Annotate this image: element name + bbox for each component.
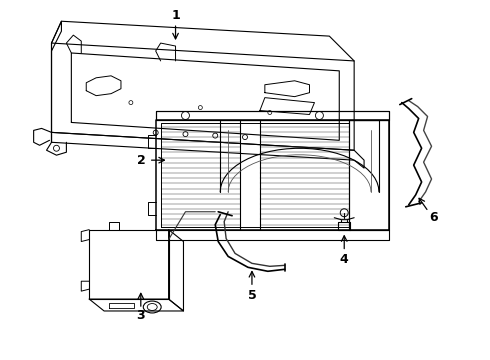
Text: 6: 6 xyxy=(429,211,438,224)
Text: 5: 5 xyxy=(247,289,256,302)
Text: 2: 2 xyxy=(137,154,146,167)
Text: 4: 4 xyxy=(340,253,348,266)
Text: 3: 3 xyxy=(137,310,145,323)
Text: 1: 1 xyxy=(171,9,180,22)
